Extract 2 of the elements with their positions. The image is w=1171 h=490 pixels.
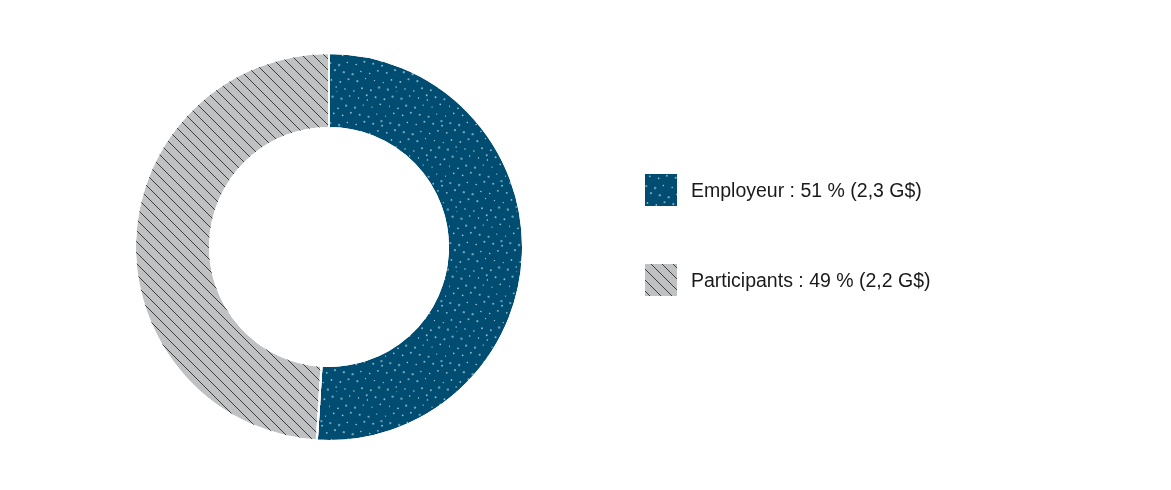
legend-label: Participants : 49 % (2,2 G$)	[691, 268, 931, 291]
legend-label: Employeur : 51 % (2,3 G$)	[691, 178, 922, 201]
